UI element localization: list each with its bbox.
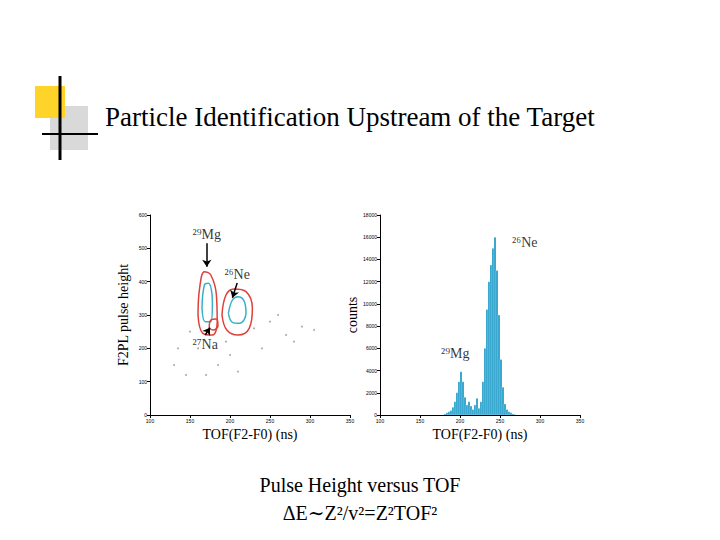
svg-text:²⁹Mg: ²⁹Mg bbox=[193, 227, 222, 242]
svg-text:100: 100 bbox=[146, 418, 155, 424]
svg-text:TOF(F2-F0) (ns): TOF(F2-F0) (ns) bbox=[432, 427, 527, 443]
svg-text:200: 200 bbox=[456, 418, 465, 424]
svg-text:10000: 10000 bbox=[363, 301, 377, 307]
svg-text:18000: 18000 bbox=[363, 212, 377, 218]
svg-text:150: 150 bbox=[186, 418, 195, 424]
svg-text:16000: 16000 bbox=[363, 234, 377, 240]
svg-text:12000: 12000 bbox=[363, 279, 377, 285]
svg-text:250: 250 bbox=[266, 418, 275, 424]
svg-text:TOF(F2-F0) (ns): TOF(F2-F0) (ns) bbox=[202, 427, 297, 443]
svg-text:4000: 4000 bbox=[366, 368, 377, 374]
svg-text:300: 300 bbox=[536, 418, 545, 424]
svg-text:6000: 6000 bbox=[366, 345, 377, 351]
svg-text:ΔE∼Z²/v²=Z²TOF²: ΔE∼Z²/v²=Z²TOF² bbox=[283, 502, 438, 524]
svg-text:Particle Identification Upstre: Particle Identification Upstream of the … bbox=[105, 102, 595, 132]
svg-text:14000: 14000 bbox=[363, 256, 377, 262]
svg-text:200: 200 bbox=[139, 345, 148, 351]
svg-text:350: 350 bbox=[346, 418, 355, 424]
svg-text:2000: 2000 bbox=[366, 390, 377, 396]
svg-text:8000: 8000 bbox=[366, 323, 377, 329]
svg-text:200: 200 bbox=[226, 418, 235, 424]
svg-text:counts: counts bbox=[345, 297, 360, 334]
svg-text:0: 0 bbox=[144, 412, 147, 418]
svg-text:100: 100 bbox=[376, 418, 385, 424]
svg-text:300: 300 bbox=[306, 418, 315, 424]
svg-text:0: 0 bbox=[374, 412, 377, 418]
svg-text:²⁶Ne: ²⁶Ne bbox=[512, 235, 537, 250]
svg-text:150: 150 bbox=[416, 418, 425, 424]
svg-text:Pulse Height versus TOF: Pulse Height versus TOF bbox=[260, 474, 461, 497]
svg-text:250: 250 bbox=[496, 418, 505, 424]
svg-text:300: 300 bbox=[139, 312, 148, 318]
svg-text:²⁶Ne: ²⁶Ne bbox=[224, 267, 249, 282]
svg-text:²⁷Na: ²⁷Na bbox=[192, 337, 218, 352]
svg-text:500: 500 bbox=[139, 245, 148, 251]
svg-text:400: 400 bbox=[139, 279, 148, 285]
svg-text:100: 100 bbox=[139, 379, 148, 385]
svg-text:²⁹Mg: ²⁹Mg bbox=[441, 346, 470, 361]
svg-text:350: 350 bbox=[576, 418, 585, 424]
svg-text:F2PL pulse height: F2PL pulse height bbox=[116, 264, 131, 366]
svg-text:600: 600 bbox=[139, 212, 148, 218]
